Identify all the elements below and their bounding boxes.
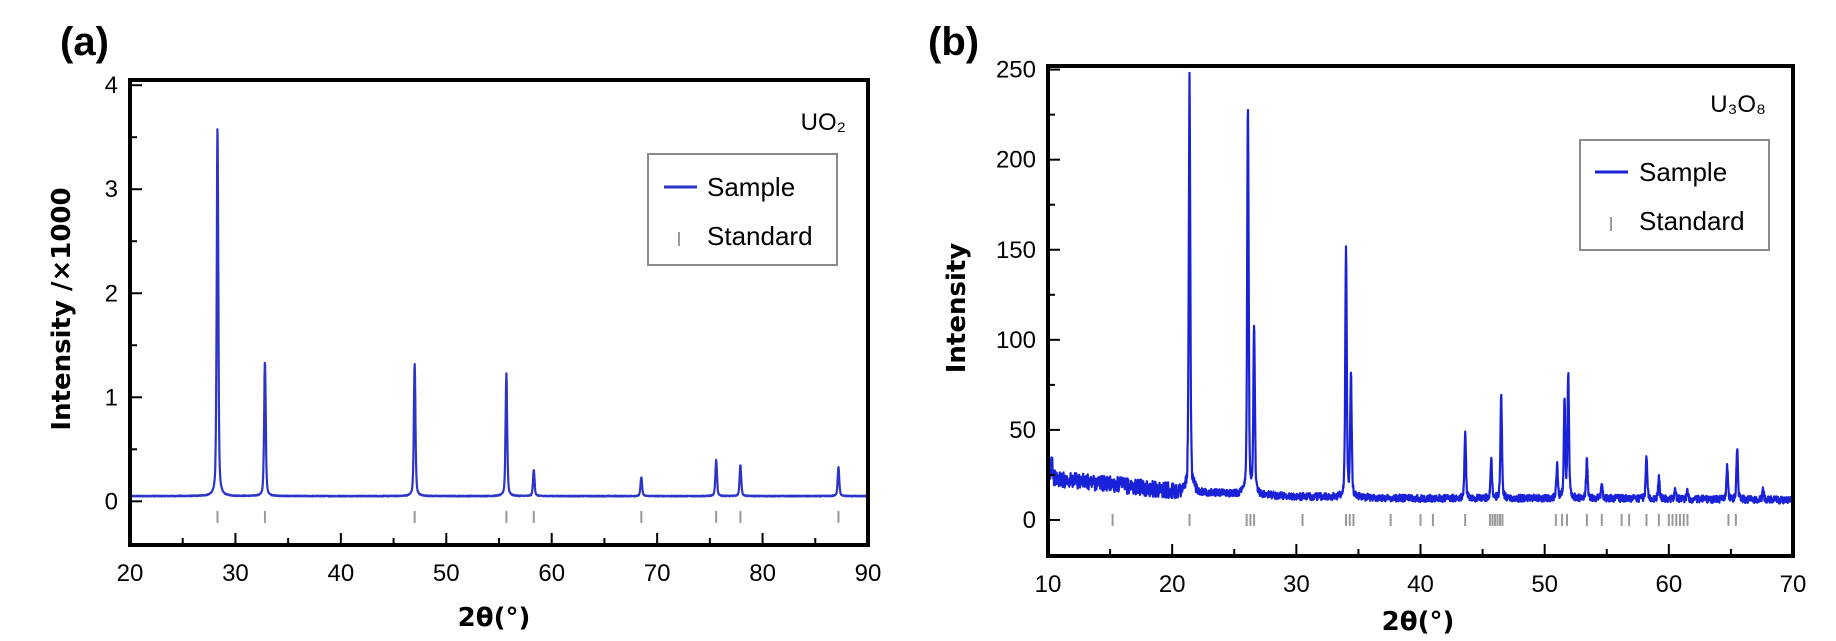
panel-b-y-axis-title: Intensity [942,243,972,374]
panel-a-legend-box [647,153,838,266]
panel-b-x-ticks: 10 20 30 40 50 60 70 [1035,544,1807,598]
panel-a-y-ticks: 0 1 2 3 4 [105,72,142,515]
x-tick-label: 40 [1407,571,1434,598]
panel-b-y-ticks: 0 50 100 150 200 250 [996,57,1060,534]
panel-b-x-axis-title: 2θ(°) [1382,607,1455,637]
x-tick-label: 70 [644,560,671,587]
panel-b-plot-frame [1046,64,1795,558]
panel-b-label: (b) [928,20,979,64]
panel-b: (b) 0 50 100 150 200 250 10 20 30 40 50 60 70 2θ(°)… [928,20,1806,637]
x-tick-label: 50 [433,560,460,587]
x-tick-label: 50 [1531,571,1558,598]
y-tick-label: 100 [996,327,1036,354]
y-tick-label: 250 [996,57,1036,84]
y-tick-label: 4 [105,72,118,99]
y-tick-label: 2 [105,280,118,307]
panel-b-legend: Sample Standard [1579,139,1770,251]
panel-a-legend-sample-label: Sample [707,172,795,202]
x-tick-label: 10 [1035,571,1062,598]
y-tick-label: 3 [105,176,118,203]
panel-a-plot-frame [128,78,870,547]
y-tick-label: 50 [1009,417,1036,444]
y-tick-label: 150 [996,237,1036,264]
panel-b-compound-label: U₃O₈ [1710,91,1766,118]
panel-b-sample-series [1046,71,1795,505]
sample-line [129,128,869,498]
x-tick-label: 80 [749,560,776,587]
x-tick-label: 30 [222,560,249,587]
x-tick-label: 20 [117,560,144,587]
x-tick-label: 40 [328,560,355,587]
y-tick-label: 200 [996,147,1036,174]
x-tick-label: 90 [855,560,882,587]
panel-a-sample-series [129,128,869,498]
panel-a-standard-markers [216,510,840,523]
panel-a-y-axis-title: Intensity /×1000 [47,187,77,430]
x-tick-label: 60 [1655,571,1682,598]
panel-a-legend-standard-label: Standard [707,221,813,251]
y-tick-label: 0 [1023,507,1036,534]
sample-line [1046,71,1795,505]
panel-b-legend-standard-label: Standard [1639,206,1745,236]
panel-b-legend-box [1579,139,1770,251]
x-tick-label: 30 [1283,571,1310,598]
panel-a-legend: Sample Standard [647,153,838,266]
panel-b-standard-markers [1111,513,1737,526]
y-tick-label: 0 [105,488,118,515]
x-tick-label: 20 [1159,571,1186,598]
panel-a: (a) 0 1 2 3 4 20 30 40 50 60 70 80 90 2θ(°) Intensi… [47,20,881,633]
x-tick-label: 60 [538,560,565,587]
panel-a-compound-label: UO₂ [801,109,846,136]
panel-a-x-ticks: 20 30 40 50 60 70 80 90 [117,533,882,587]
x-tick-label: 70 [1780,571,1807,598]
panel-b-legend-sample-label: Sample [1639,157,1727,187]
panel-a-label: (a) [60,20,109,64]
y-tick-label: 1 [105,384,118,411]
panel-a-x-axis-title: 2θ(°) [458,603,531,633]
